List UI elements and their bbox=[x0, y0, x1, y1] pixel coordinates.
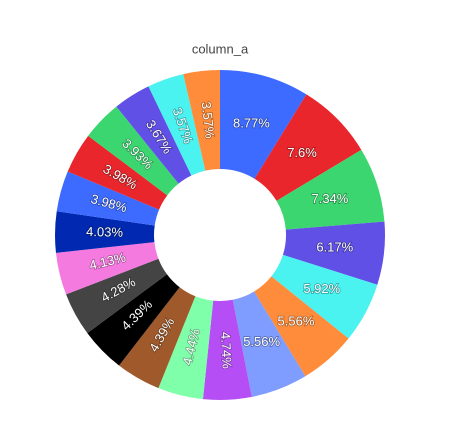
slice bbox=[254, 94, 362, 201]
slice-label: 4.03% bbox=[86, 224, 124, 240]
slice-label: 5.92% bbox=[303, 281, 340, 296]
slice bbox=[148, 74, 206, 176]
slice bbox=[158, 296, 214, 400]
slice bbox=[66, 258, 167, 334]
chart-title: column_a bbox=[192, 41, 249, 56]
slice bbox=[220, 70, 307, 179]
slice bbox=[276, 149, 385, 230]
slice bbox=[55, 242, 159, 295]
slice bbox=[271, 254, 378, 339]
slice bbox=[119, 287, 196, 389]
slice bbox=[87, 274, 180, 366]
slice bbox=[56, 171, 160, 226]
slice bbox=[282, 221, 385, 285]
slice bbox=[67, 135, 168, 210]
slice-label: 6.17% bbox=[316, 239, 353, 254]
slice bbox=[116, 86, 192, 184]
slice bbox=[54, 211, 155, 253]
slice bbox=[254, 276, 349, 377]
slice-label: 7.6% bbox=[287, 145, 317, 160]
slice-label: 5.56% bbox=[278, 313, 315, 328]
slice-label: 8.77% bbox=[233, 115, 270, 130]
slice bbox=[183, 70, 220, 171]
slice bbox=[232, 291, 306, 397]
slice-label: 7.34% bbox=[311, 191, 348, 206]
slice bbox=[88, 106, 179, 196]
slice-label: 4.74% bbox=[218, 332, 235, 370]
slice-label: 3.57% bbox=[199, 101, 218, 140]
slice-label: 5.56% bbox=[243, 334, 280, 349]
slice bbox=[202, 299, 252, 400]
